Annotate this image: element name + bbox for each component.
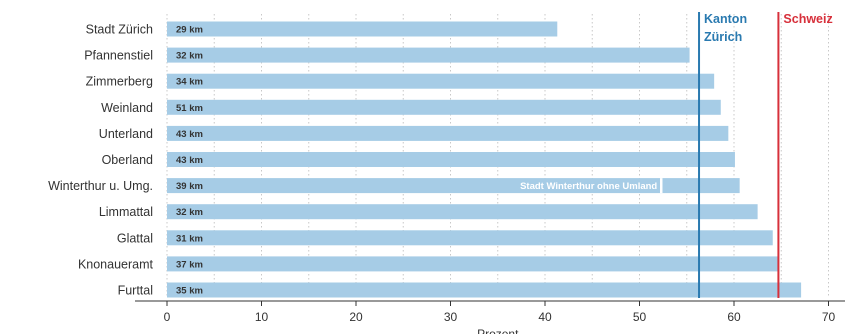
bar-distance-label: 43 km [176, 129, 203, 140]
bar [167, 73, 715, 89]
x-tick-label: 70 [822, 310, 836, 324]
reference-line-label: Zürich [704, 30, 742, 44]
x-tick-label: 10 [255, 310, 269, 324]
bar [167, 230, 773, 246]
category-label: Unterland [99, 127, 153, 141]
bar-distance-label: 29 km [176, 25, 203, 36]
bar-distance-label: 37 km [176, 259, 203, 270]
category-label: Pfannenstiel [84, 49, 153, 63]
bar [167, 21, 558, 37]
category-label: Weinland [101, 101, 153, 115]
category-label: Glattal [117, 231, 153, 245]
x-tick-label: 50 [633, 310, 647, 324]
bar-distance-label: 31 km [176, 233, 203, 244]
x-axis: 0 10 20 30 40 50 60 70 Prozent [135, 300, 845, 334]
reference-line-label: Kanton [704, 12, 747, 26]
bar-distance-label: 32 km [176, 51, 203, 62]
x-tick-label: 60 [727, 310, 741, 324]
reference-lines: Kanton Zürich Schweiz [698, 12, 833, 298]
bar [167, 152, 735, 167]
bar [167, 178, 740, 194]
bar [167, 256, 779, 272]
reference-line-label: Schweiz [783, 12, 832, 26]
sub-marker-label: Stadt Winterthur ohne Umland [520, 181, 657, 192]
bar [167, 282, 802, 298]
bar-distance-label: 51 km [176, 103, 203, 114]
category-label: Oberland [102, 153, 153, 167]
bar-distance-label: 34 km [176, 77, 203, 88]
category-label: Winterthur u. Umg. [48, 179, 153, 193]
x-axis-title: Prozent [477, 327, 519, 334]
bar-distance-label: 39 km [176, 181, 203, 192]
category-label: Zimmerberg [86, 75, 153, 89]
bar [167, 99, 721, 115]
x-tick-label: 40 [538, 310, 552, 324]
category-label: Stadt Zürich [86, 23, 153, 37]
bar [167, 204, 758, 220]
x-tick-label: 20 [349, 310, 363, 324]
bar [167, 125, 729, 141]
x-tick-label: 0 [164, 310, 171, 324]
category-label: Knonaueramt [78, 257, 154, 271]
x-tick-label: 30 [444, 310, 458, 324]
bar-distance-label: 35 km [176, 286, 203, 297]
bar-distance-label: 32 km [176, 207, 203, 218]
grid-lines [166, 14, 829, 298]
bar-distance-label: 43 km [176, 155, 203, 166]
bar [167, 47, 690, 63]
category-label: Limmattal [99, 205, 153, 219]
bars-group: 29 km 32 km 34 km 51 km 43 km 43 km 39 km 32 km… [167, 21, 802, 298]
category-labels: Stadt Zürich Pfannenstiel Zimmerberg Weinla… [48, 23, 153, 298]
category-label: Furttal [118, 284, 153, 298]
